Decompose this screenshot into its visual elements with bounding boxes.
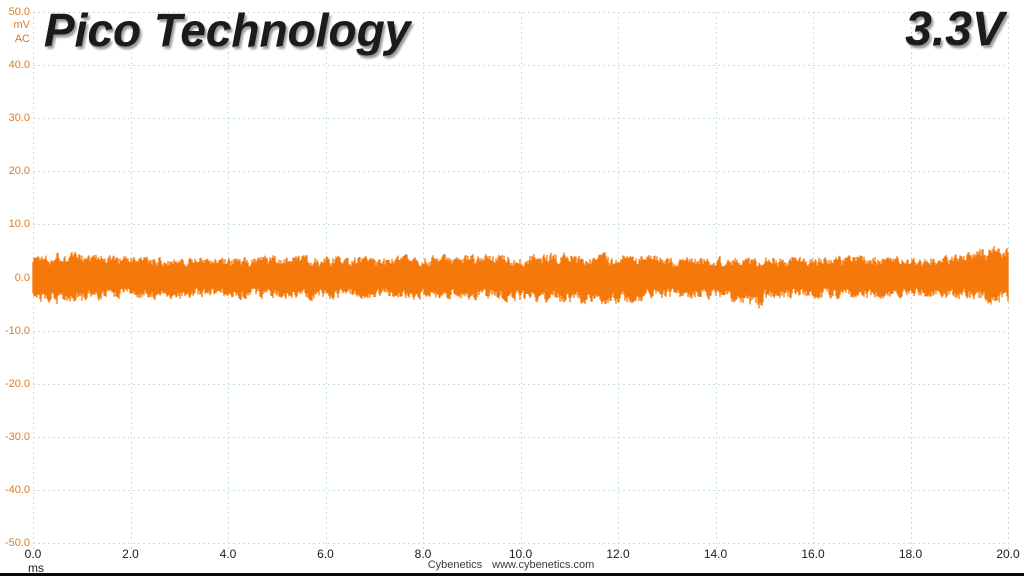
y-tick-label: -40.0 — [4, 483, 30, 496]
voltage-rail-label: 3.3V — [905, 3, 1004, 56]
x-tick-label: 4.0 — [219, 547, 237, 561]
y-tick-label: 50.0 — [8, 6, 30, 18]
x-axis-unit-label: ms — [28, 561, 44, 575]
x-tick-label: 0.0 — [24, 547, 42, 561]
y-tick-label: 0.0 — [14, 271, 30, 284]
y-tick-label: 10.0 — [8, 218, 30, 231]
x-tick-label: 18.0 — [898, 547, 923, 561]
bottom-border-bar — [0, 573, 1024, 576]
x-tick-label: 20.0 — [996, 547, 1020, 561]
y-tick-label: 20.0 — [8, 165, 30, 178]
y-tick-label: -50.0 — [4, 537, 30, 549]
x-tick-label: 12.0 — [606, 547, 630, 561]
y-tick-label: -10.0 — [4, 324, 30, 337]
x-tick-label: 2.0 — [122, 547, 139, 561]
x-tick-label: 6.0 — [317, 547, 334, 561]
y-tick-label: -20.0 — [4, 377, 30, 390]
website-url: www.cybenetics.com — [492, 559, 595, 571]
footer-credit: Cybenetics www.cybenetics.com — [428, 559, 595, 571]
x-tick-label: 16.0 — [801, 547, 825, 561]
y-tick-label: 30.0 — [8, 112, 30, 125]
y-tick-label: -30.0 — [4, 430, 30, 443]
brand-name: Cybenetics — [427, 559, 483, 571]
waveform-trace — [32, 246, 1009, 309]
y-tick-label: 40.0 — [8, 59, 30, 72]
y-axis-unit-ac: AC — [14, 33, 30, 45]
x-tick-label: 14.0 — [703, 547, 728, 561]
page-title: Pico Technology — [44, 4, 411, 56]
x-tick-label: 10.0 — [508, 547, 533, 561]
x-tick-label: 8.0 — [414, 547, 432, 561]
y-axis-unit-mv: mV — [13, 19, 31, 31]
